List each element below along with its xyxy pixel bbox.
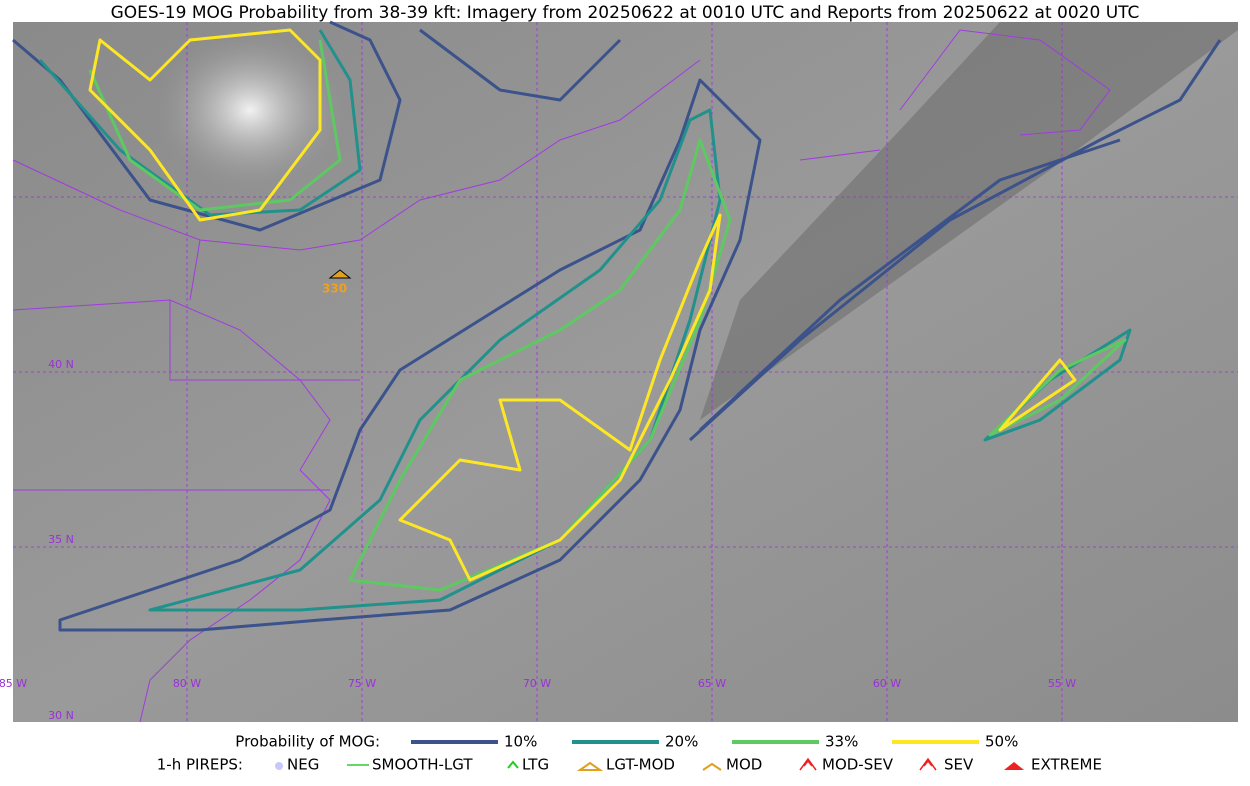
legend-swatch <box>799 757 817 771</box>
legend-item: MOD-SEV <box>822 756 894 774</box>
lon-label: 70 W <box>523 677 551 690</box>
lat-label: 40 N <box>48 358 74 371</box>
legend-swatch <box>919 757 937 771</box>
legend-item: NEG <box>287 756 319 774</box>
legend-item: SEV <box>944 756 974 774</box>
lon-label: 80 W <box>173 677 201 690</box>
legend-item: 50% <box>985 733 1018 751</box>
lat-label: 35 N <box>48 533 74 546</box>
lon-label: 60 W <box>873 677 901 690</box>
borders <box>12 29 1111 723</box>
legend-item: 33% <box>825 733 858 751</box>
legend-swatch <box>275 762 283 770</box>
lon-labels: 85 W 80 W 75 W 70 W 65 W 60 W 55 W 40 N … <box>0 358 1076 722</box>
legend-swatch <box>507 760 519 769</box>
pirep-symbol <box>328 269 352 279</box>
legend-item: MOD <box>726 756 762 774</box>
legend-swatch <box>576 761 604 771</box>
legend-item: 10% <box>504 733 537 751</box>
legend-item: LTG <box>522 756 549 774</box>
legend-item: SMOOTH-LGT <box>372 756 473 774</box>
legend-item: EXTREME <box>1031 756 1102 774</box>
cloud <box>155 30 345 190</box>
lat-label: 30 N <box>48 709 74 722</box>
legend-item: LGT-MOD <box>606 756 675 774</box>
lon-label: 85 W <box>0 677 27 690</box>
map: 330 85 W 80 W 75 W 70 W 65 W 60 W 55 W 4… <box>0 20 1238 723</box>
legend: Probability of MOG: 10% 20% 33% 50% 1-h … <box>157 733 1102 774</box>
lon-label: 55 W <box>1048 677 1076 690</box>
pirep-label: 330 <box>322 282 347 296</box>
lon-label: 65 W <box>698 677 726 690</box>
dry-band <box>700 22 1238 420</box>
title: GOES-19 MOG Probability from 38-39 kft: … <box>111 3 1140 23</box>
lon-label: 75 W <box>348 677 376 690</box>
legend-item: 20% <box>665 733 698 751</box>
contours <box>12 20 1222 632</box>
legend-title: Probability of MOG: <box>235 733 380 751</box>
legend-title: 1-h PIREPS: <box>157 756 243 774</box>
graticule <box>13 22 1238 722</box>
legend-swatch <box>1004 762 1024 770</box>
pirep: 330 <box>322 269 352 296</box>
legend-swatch <box>702 762 722 771</box>
